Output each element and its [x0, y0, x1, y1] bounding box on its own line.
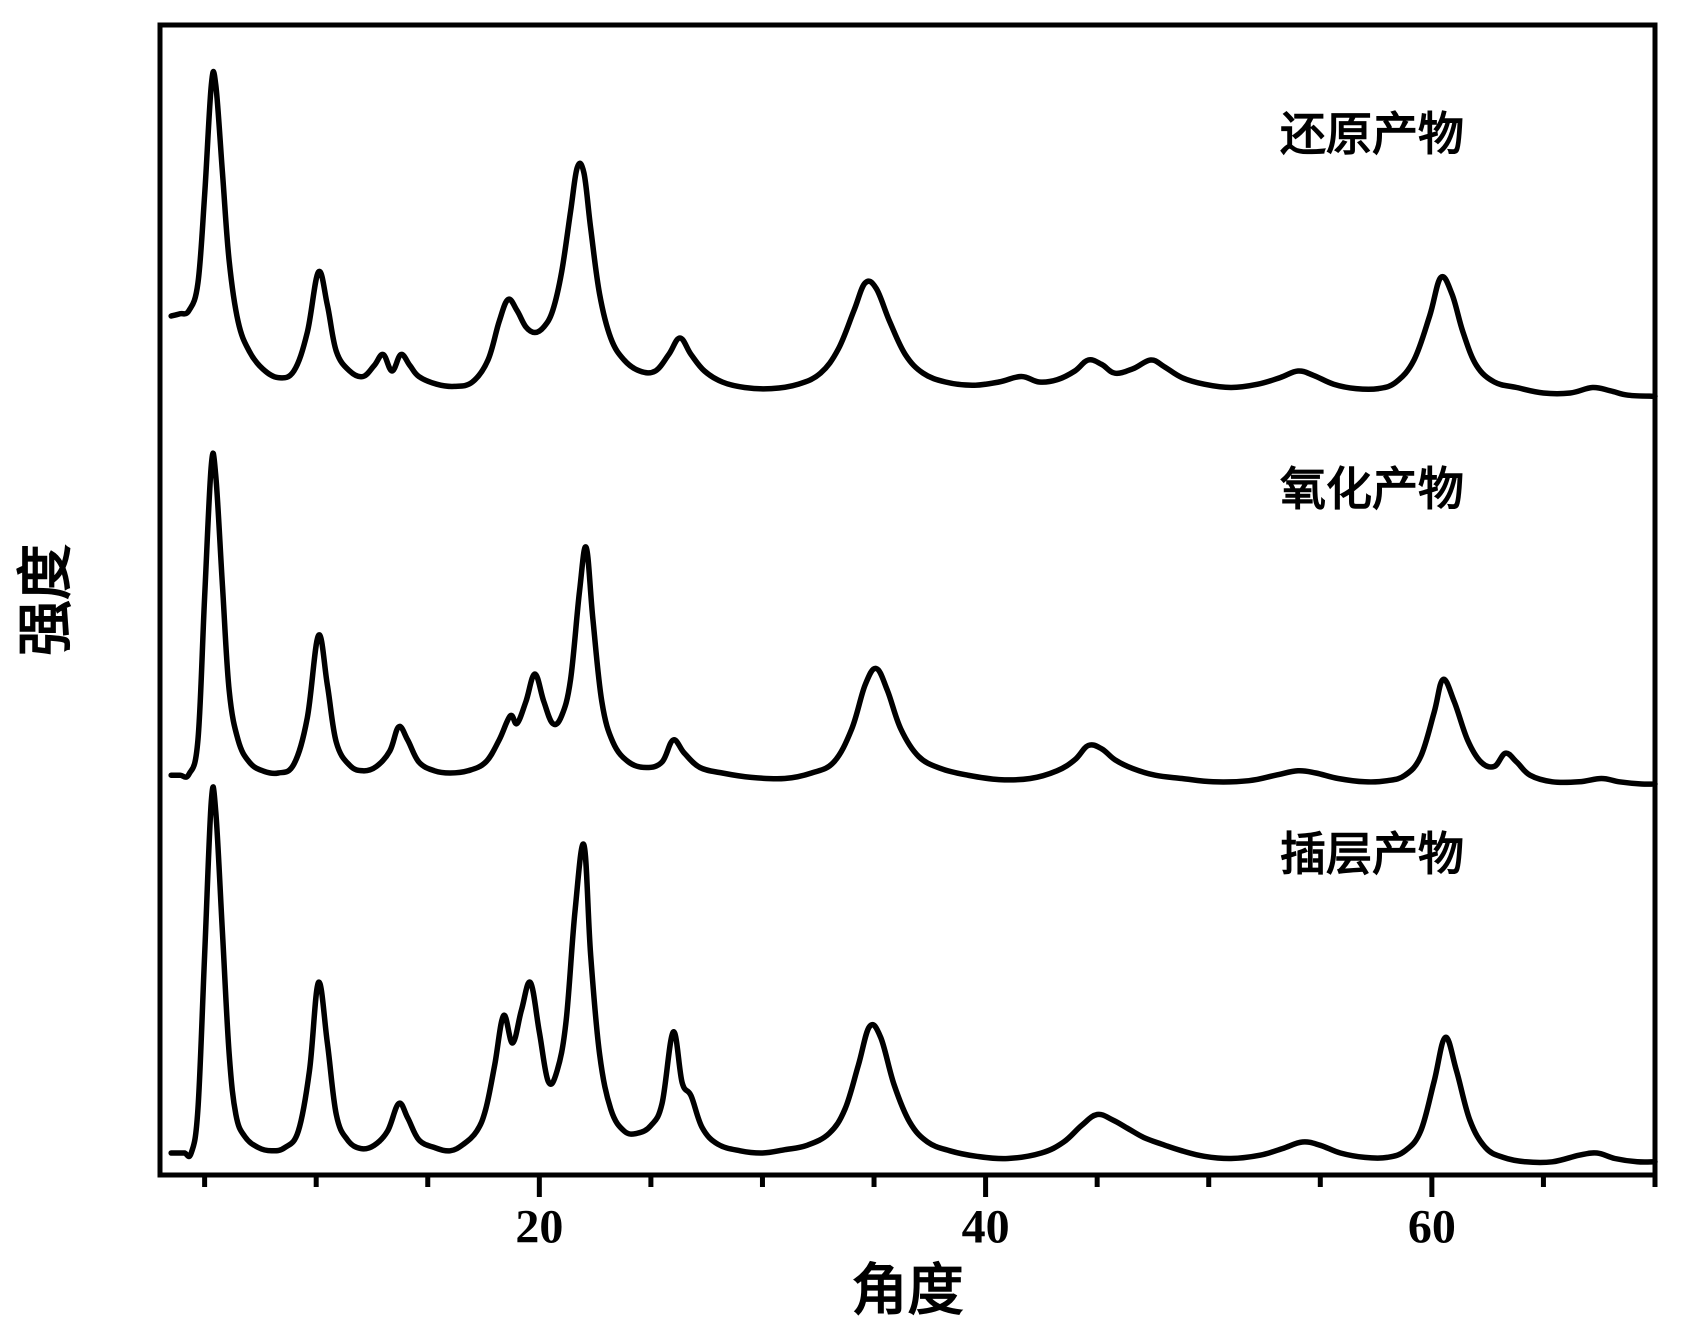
- svg-text:40: 40: [962, 1201, 1010, 1254]
- xrd-chart: 20 40 60 角度 强度插层产物 氧化产物 还原产物: [0, 0, 1688, 1331]
- svg-text:60: 60: [1408, 1201, 1456, 1254]
- svg-text:插层产物: 插层产物: [1280, 829, 1464, 880]
- svg-text:强度: 强度: [16, 544, 78, 656]
- svg-text:20: 20: [515, 1201, 563, 1254]
- svg-text:角度: 角度: [852, 1260, 964, 1322]
- svg-text:氧化产物: 氧化产物: [1280, 464, 1464, 515]
- svg-text:还原产物: 还原产物: [1280, 109, 1464, 160]
- chart-svg: 20 40 60 角度 强度插层产物 氧化产物 还原产物: [0, 0, 1688, 1331]
